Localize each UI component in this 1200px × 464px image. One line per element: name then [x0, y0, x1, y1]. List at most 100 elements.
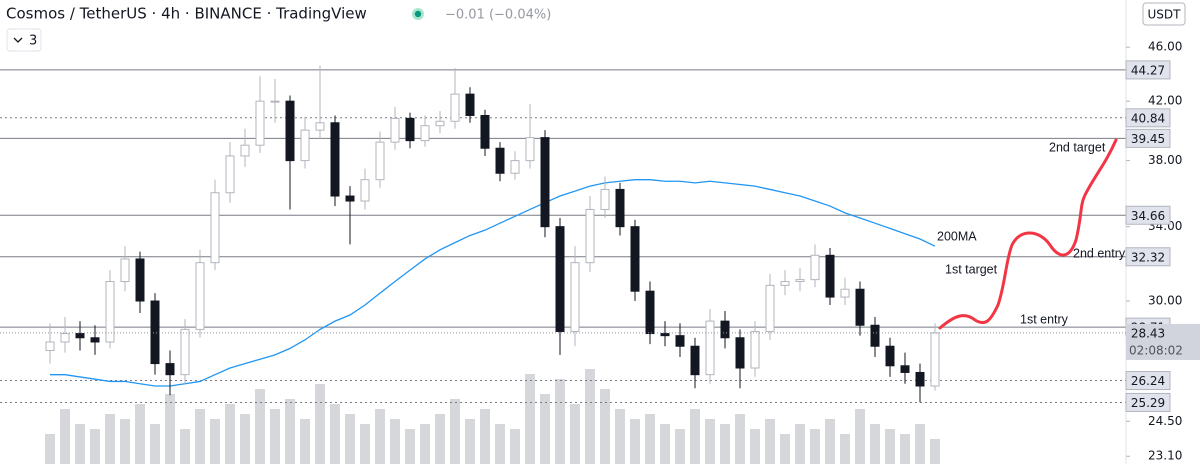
volume-bar	[645, 414, 655, 464]
y-tick-label: 30.00	[1148, 294, 1182, 308]
annotation: 1st entry	[1020, 312, 1069, 326]
volume-bar	[720, 424, 730, 464]
volume-bar	[780, 434, 790, 464]
volume-bar	[900, 434, 910, 464]
volume-bar	[480, 409, 490, 464]
last-price: 28.43	[1131, 326, 1165, 340]
candle-body	[315, 122, 325, 131]
annotation: 1st target	[945, 262, 998, 276]
volume-bar	[795, 424, 805, 464]
candle-body	[525, 137, 535, 162]
price-change: −0.01 (−0.04%)	[445, 8, 551, 23]
candle-body	[330, 122, 340, 197]
y-tick-label: 42.00	[1148, 94, 1182, 108]
level-label: 44.27	[1131, 63, 1165, 77]
candle-body	[885, 345, 895, 367]
annotation: 2nd target	[1049, 140, 1106, 154]
candle-body	[495, 147, 505, 174]
level-label-box	[1125, 60, 1171, 80]
volume-bar	[285, 399, 295, 464]
volume-bar	[885, 429, 895, 464]
level-label-box	[1125, 247, 1171, 267]
candle-body	[630, 226, 640, 292]
volume-bar	[660, 424, 670, 464]
candle-body	[375, 141, 385, 181]
volume-bar	[210, 419, 220, 464]
volume-bar	[90, 429, 100, 464]
volume-bar	[150, 424, 160, 464]
last-price-box	[1126, 323, 1200, 360]
candle-body	[585, 208, 595, 264]
candle-body	[135, 258, 145, 302]
volume-bar	[420, 424, 430, 464]
candle-body	[450, 93, 460, 122]
candle-body	[90, 337, 100, 343]
volume-bar	[345, 414, 355, 464]
ma-label: 200MA	[937, 229, 977, 243]
candle-body	[45, 341, 55, 352]
volume-bar	[435, 414, 445, 464]
candle-body	[405, 117, 415, 142]
volume-bar	[690, 409, 700, 464]
projection-path	[938, 138, 1118, 330]
candle-body	[870, 324, 880, 347]
level-label: 39.45	[1131, 132, 1165, 146]
candle-body	[180, 328, 190, 376]
volume-bar	[315, 384, 325, 464]
volume-bar	[255, 389, 265, 464]
level-label-box	[1125, 108, 1171, 128]
volume-bar	[570, 404, 580, 464]
candle-body	[690, 345, 700, 376]
candle-body	[480, 114, 490, 149]
volume-bar	[810, 429, 820, 464]
level-label: 26.24	[1131, 374, 1165, 388]
volume-bar	[735, 414, 745, 464]
volume-bar	[765, 419, 775, 464]
candle-body	[225, 155, 235, 194]
volume-bar	[855, 409, 865, 464]
candle-body	[570, 262, 580, 332]
volume-bar	[510, 429, 520, 464]
level-label: 32.32	[1131, 250, 1165, 264]
candle-body	[555, 226, 565, 332]
volume-bar	[60, 409, 70, 464]
candle-body	[750, 330, 760, 369]
candle-body	[900, 365, 910, 373]
volume-bar	[390, 419, 400, 464]
candle-body	[165, 363, 175, 376]
candle-body	[855, 288, 865, 326]
candle-body	[840, 288, 850, 298]
candle-body	[435, 120, 445, 127]
volume-bar	[555, 379, 565, 464]
level-label-box	[1125, 128, 1171, 148]
volume-bar	[705, 419, 715, 464]
volume-bar	[870, 424, 880, 464]
currency-box[interactable]	[1142, 2, 1186, 26]
candle-body	[780, 281, 790, 286]
candle-body	[540, 137, 550, 228]
indicator-toggle[interactable]	[6, 28, 42, 52]
candle-body	[735, 337, 745, 369]
currency: USDT	[1148, 8, 1182, 22]
volume-bar	[840, 434, 850, 464]
candle-body	[345, 195, 355, 202]
chevron	[13, 37, 23, 43]
candle-body	[765, 284, 775, 332]
volume-bar	[525, 374, 535, 464]
volume-bar	[225, 404, 235, 464]
y-tick-label: 23.10	[1148, 449, 1182, 463]
volume-bar	[495, 424, 505, 464]
candle-body	[810, 254, 820, 281]
volume-bar	[45, 434, 55, 464]
volume-bar	[465, 419, 475, 464]
volume-bar	[675, 429, 685, 464]
candle-body	[675, 335, 685, 347]
volume-bar	[825, 419, 835, 464]
volume-bar	[330, 404, 340, 464]
candle-body	[195, 262, 205, 330]
volume-bar	[750, 429, 760, 464]
volume-bar	[105, 414, 115, 464]
candle-body	[615, 188, 625, 228]
countdown: 02:08:02	[1129, 343, 1183, 357]
